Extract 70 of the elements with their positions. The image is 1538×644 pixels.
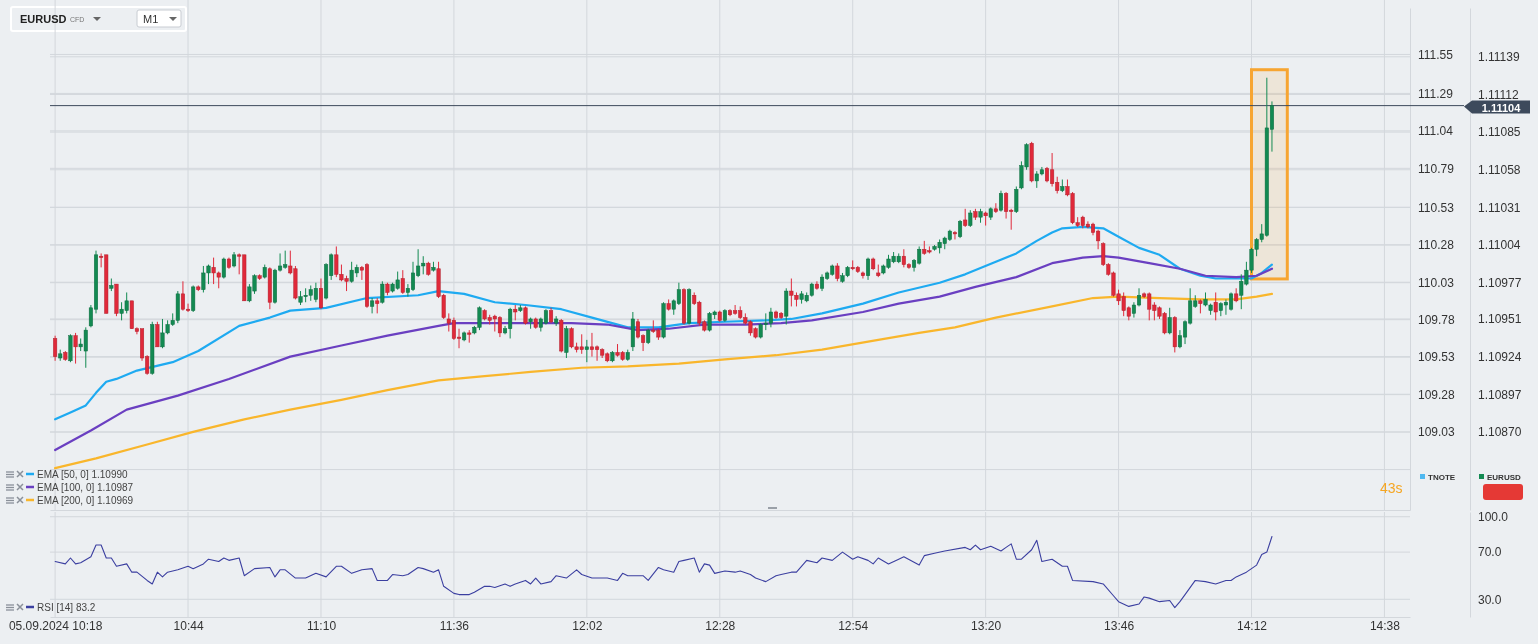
candlestick — [952, 230, 957, 240]
candlestick — [380, 280, 385, 305]
x-tick-label: 11:36 — [439, 618, 470, 633]
x-tick-label: 13:20 — [971, 618, 1002, 633]
candlestick — [998, 190, 1003, 213]
candlestick — [1213, 291, 1218, 321]
y-tick-label: 1.11058 — [1478, 163, 1521, 178]
candlestick — [73, 332, 78, 365]
line-series — [54, 292, 1274, 470]
candlestick — [523, 305, 528, 326]
y-tick-label: 30.0 — [1478, 592, 1502, 607]
line-series — [54, 225, 1274, 421]
x-tick-label: 13:46 — [1104, 618, 1135, 633]
y2-tick-label: 110.03 — [1418, 275, 1455, 290]
price-tag: 1.11104 — [1464, 100, 1530, 114]
y-tick-label: 1.11004 — [1478, 238, 1521, 253]
y-tick-label: 1.11031 — [1478, 200, 1521, 215]
x-tick-label: 12:54 — [838, 618, 869, 633]
y-tick-label: 1.10977 — [1478, 276, 1522, 291]
candlestick — [564, 325, 569, 359]
x-tick-label: 12:28 — [705, 618, 736, 633]
y-tick-label: 1.11139 — [1478, 50, 1520, 65]
x-tick-label: 14:12 — [1236, 618, 1268, 633]
candlestick — [191, 284, 196, 313]
annotation: 43s — [1380, 480, 1403, 496]
legend-label: EMA [200, 0] 1.10969 — [37, 495, 134, 506]
y2-tick-label: 110.53 — [1418, 200, 1455, 215]
y-tick-label: 1.10897 — [1478, 387, 1522, 402]
candlestick — [53, 335, 58, 362]
y2-tick-label: 109.78 — [1418, 313, 1456, 328]
text: TNOTE — [1428, 473, 1456, 482]
annotation: M1 — [143, 13, 159, 25]
x-tick-label: 12:02 — [572, 618, 603, 633]
y2-tick-label: 111.55 — [1418, 47, 1454, 62]
legend-label: EMA [100, 0] 1.10987 — [37, 482, 134, 493]
y-tick-label: 70.0 — [1478, 545, 1502, 560]
ref-line-label: 1.11104 — [1481, 101, 1522, 114]
line-series — [54, 255, 1274, 452]
y2-tick-label: 110.28 — [1418, 238, 1455, 253]
candlestick — [958, 219, 963, 239]
y2-tick-label: 111.04 — [1418, 124, 1454, 139]
candlestick — [963, 208, 968, 228]
y2-tick-label: 109.28 — [1418, 387, 1456, 402]
y-tick-label: 1.10870 — [1478, 425, 1522, 440]
candlestick — [1167, 307, 1172, 335]
y-tick-label: 1.11112 — [1478, 87, 1520, 102]
candlestick — [993, 202, 998, 214]
y2-tick-label: 109.03 — [1418, 425, 1456, 440]
x-tick-label: 05.09.2024 10:18 — [8, 618, 103, 633]
candlestick — [584, 339, 589, 363]
y-tick-label: 1.10924 — [1478, 349, 1522, 364]
candlestick — [155, 321, 160, 348]
y2-tick-label: 110.79 — [1418, 161, 1455, 176]
y2-tick-label: 109.53 — [1418, 350, 1456, 365]
candlestick — [1014, 185, 1019, 214]
x-tick-label: 11:10 — [306, 618, 337, 633]
x-tick-label: 10:44 — [173, 618, 204, 633]
y-tick-label: 100.0 — [1478, 510, 1509, 525]
annotation: EURUSD — [20, 13, 67, 25]
candlestick — [835, 262, 840, 282]
candlestick — [400, 269, 405, 295]
candlestick — [318, 278, 323, 310]
legend-label: EMA [50, 0] 1.10990 — [37, 469, 129, 480]
x-tick-label: 14:38 — [1369, 618, 1401, 633]
candlestick — [370, 297, 375, 314]
legend-label: RSI [14] 83.2 — [37, 602, 96, 613]
y-tick-label: 1.11085 — [1478, 125, 1521, 140]
y-tick-label: 1.10951 — [1478, 312, 1522, 327]
y2-tick-label: 111.29 — [1418, 86, 1454, 101]
text: EURUSD — [1487, 473, 1521, 482]
